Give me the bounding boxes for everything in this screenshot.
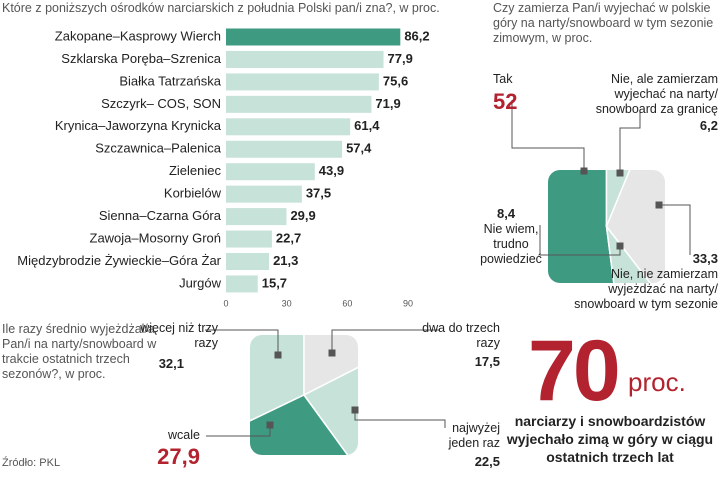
category-label: Zakopane–Kasprowy Wierch	[55, 28, 221, 43]
bar	[226, 163, 315, 181]
leaders	[205, 100, 691, 437]
chart-title: Które z poniższych ośrodków narciarskich…	[2, 1, 440, 15]
category-label: dwa do trzech razy	[422, 321, 500, 350]
bar	[226, 118, 351, 136]
category-label: Szklarska Poręba–Szrenica	[61, 51, 221, 66]
x-tick-label: 0	[223, 298, 228, 308]
value-label: 27,9	[157, 444, 200, 469]
category-label: Szczawnica–Palenica	[95, 141, 222, 156]
pie-slice	[303, 335, 358, 397]
category-label: Krynica–Jaworzyna Krynicka	[55, 118, 222, 133]
category-label: Zieleniec	[169, 163, 222, 178]
category-label: Nie wiem, trudno powiedzieć	[480, 222, 542, 266]
x-tick-label: 90	[403, 298, 413, 308]
bar	[226, 275, 258, 293]
chart-title: Czy zamierza Pan/i wyjechać w polskie gó…	[493, 1, 714, 45]
category-label: Nie, nie zamierzam wyjeżdżać na narty/ s…	[574, 267, 718, 311]
value-label: 37,5	[306, 186, 331, 201]
pie-1	[548, 170, 665, 283]
value-label: 8,4	[497, 206, 516, 221]
bar	[226, 185, 302, 203]
value-label: 43,9	[319, 163, 344, 178]
category-label: Tak	[493, 72, 513, 86]
value-label: 29,9	[290, 208, 315, 223]
bar	[226, 73, 379, 91]
value-label: 22,7	[276, 230, 301, 245]
category-label: wcale	[168, 428, 200, 442]
bar	[226, 230, 272, 248]
value-label: 61,4	[354, 118, 380, 133]
bar	[226, 208, 287, 226]
value-label: 33,3	[692, 251, 718, 266]
category-label: Sienna–Czarna Góra	[99, 208, 222, 223]
bar	[226, 50, 384, 68]
value-label: 57,4	[346, 141, 372, 156]
value-label: 77,9	[388, 51, 413, 66]
pie-slice	[548, 170, 623, 283]
value-label: 32,1	[158, 356, 184, 371]
category-label: najwyżej jeden raz	[448, 421, 500, 450]
x-tick-label: 30	[282, 298, 292, 308]
pie-slice	[605, 223, 665, 283]
x-tick-label: 60	[342, 298, 352, 308]
category-label: Korbielów	[164, 186, 222, 201]
category-label: Nie, ale zamierzam wyjechać na narty/ sn…	[595, 72, 718, 116]
category-label: Szczyrk– COS, SON	[101, 96, 221, 111]
value-label: 6,2	[699, 118, 718, 133]
bar	[226, 140, 343, 158]
value-label: 86,2	[404, 28, 429, 43]
category-label: Białka Tatrzańska	[119, 73, 221, 88]
value-label: 21,3	[273, 253, 298, 268]
pie-slice	[250, 335, 305, 448]
value-label: 71,9	[375, 96, 400, 111]
pie-2	[250, 335, 358, 455]
value-label: 17,5	[474, 354, 500, 369]
category-label: Międzybrodzie Żywieckie–Góra Żar	[17, 253, 221, 268]
category-label: więcej niż trzy razy	[140, 321, 218, 350]
value-label: 75,6	[383, 73, 408, 88]
bar	[226, 253, 270, 270]
bar	[226, 95, 372, 113]
bar	[226, 28, 401, 46]
pie-slice	[605, 170, 654, 227]
stat-text: narciarzy i snowboardzistów wyjechało zi…	[506, 413, 714, 465]
stat-value: 70	[528, 323, 621, 419]
source: Źródło: PKL	[2, 457, 61, 469]
value-label: 52	[493, 89, 518, 114]
chart-title: Ile razy średnio wyjeżdżał/a Pan/i na na…	[2, 322, 157, 381]
category-label: Jurgów	[179, 275, 222, 290]
value-label: 15,7	[262, 275, 287, 290]
value-label: 22,5	[474, 454, 500, 469]
category-label: Zawoja–Mosorny Groń	[90, 230, 222, 245]
stat-unit: proc.	[628, 367, 686, 397]
pie-slice	[250, 394, 358, 455]
